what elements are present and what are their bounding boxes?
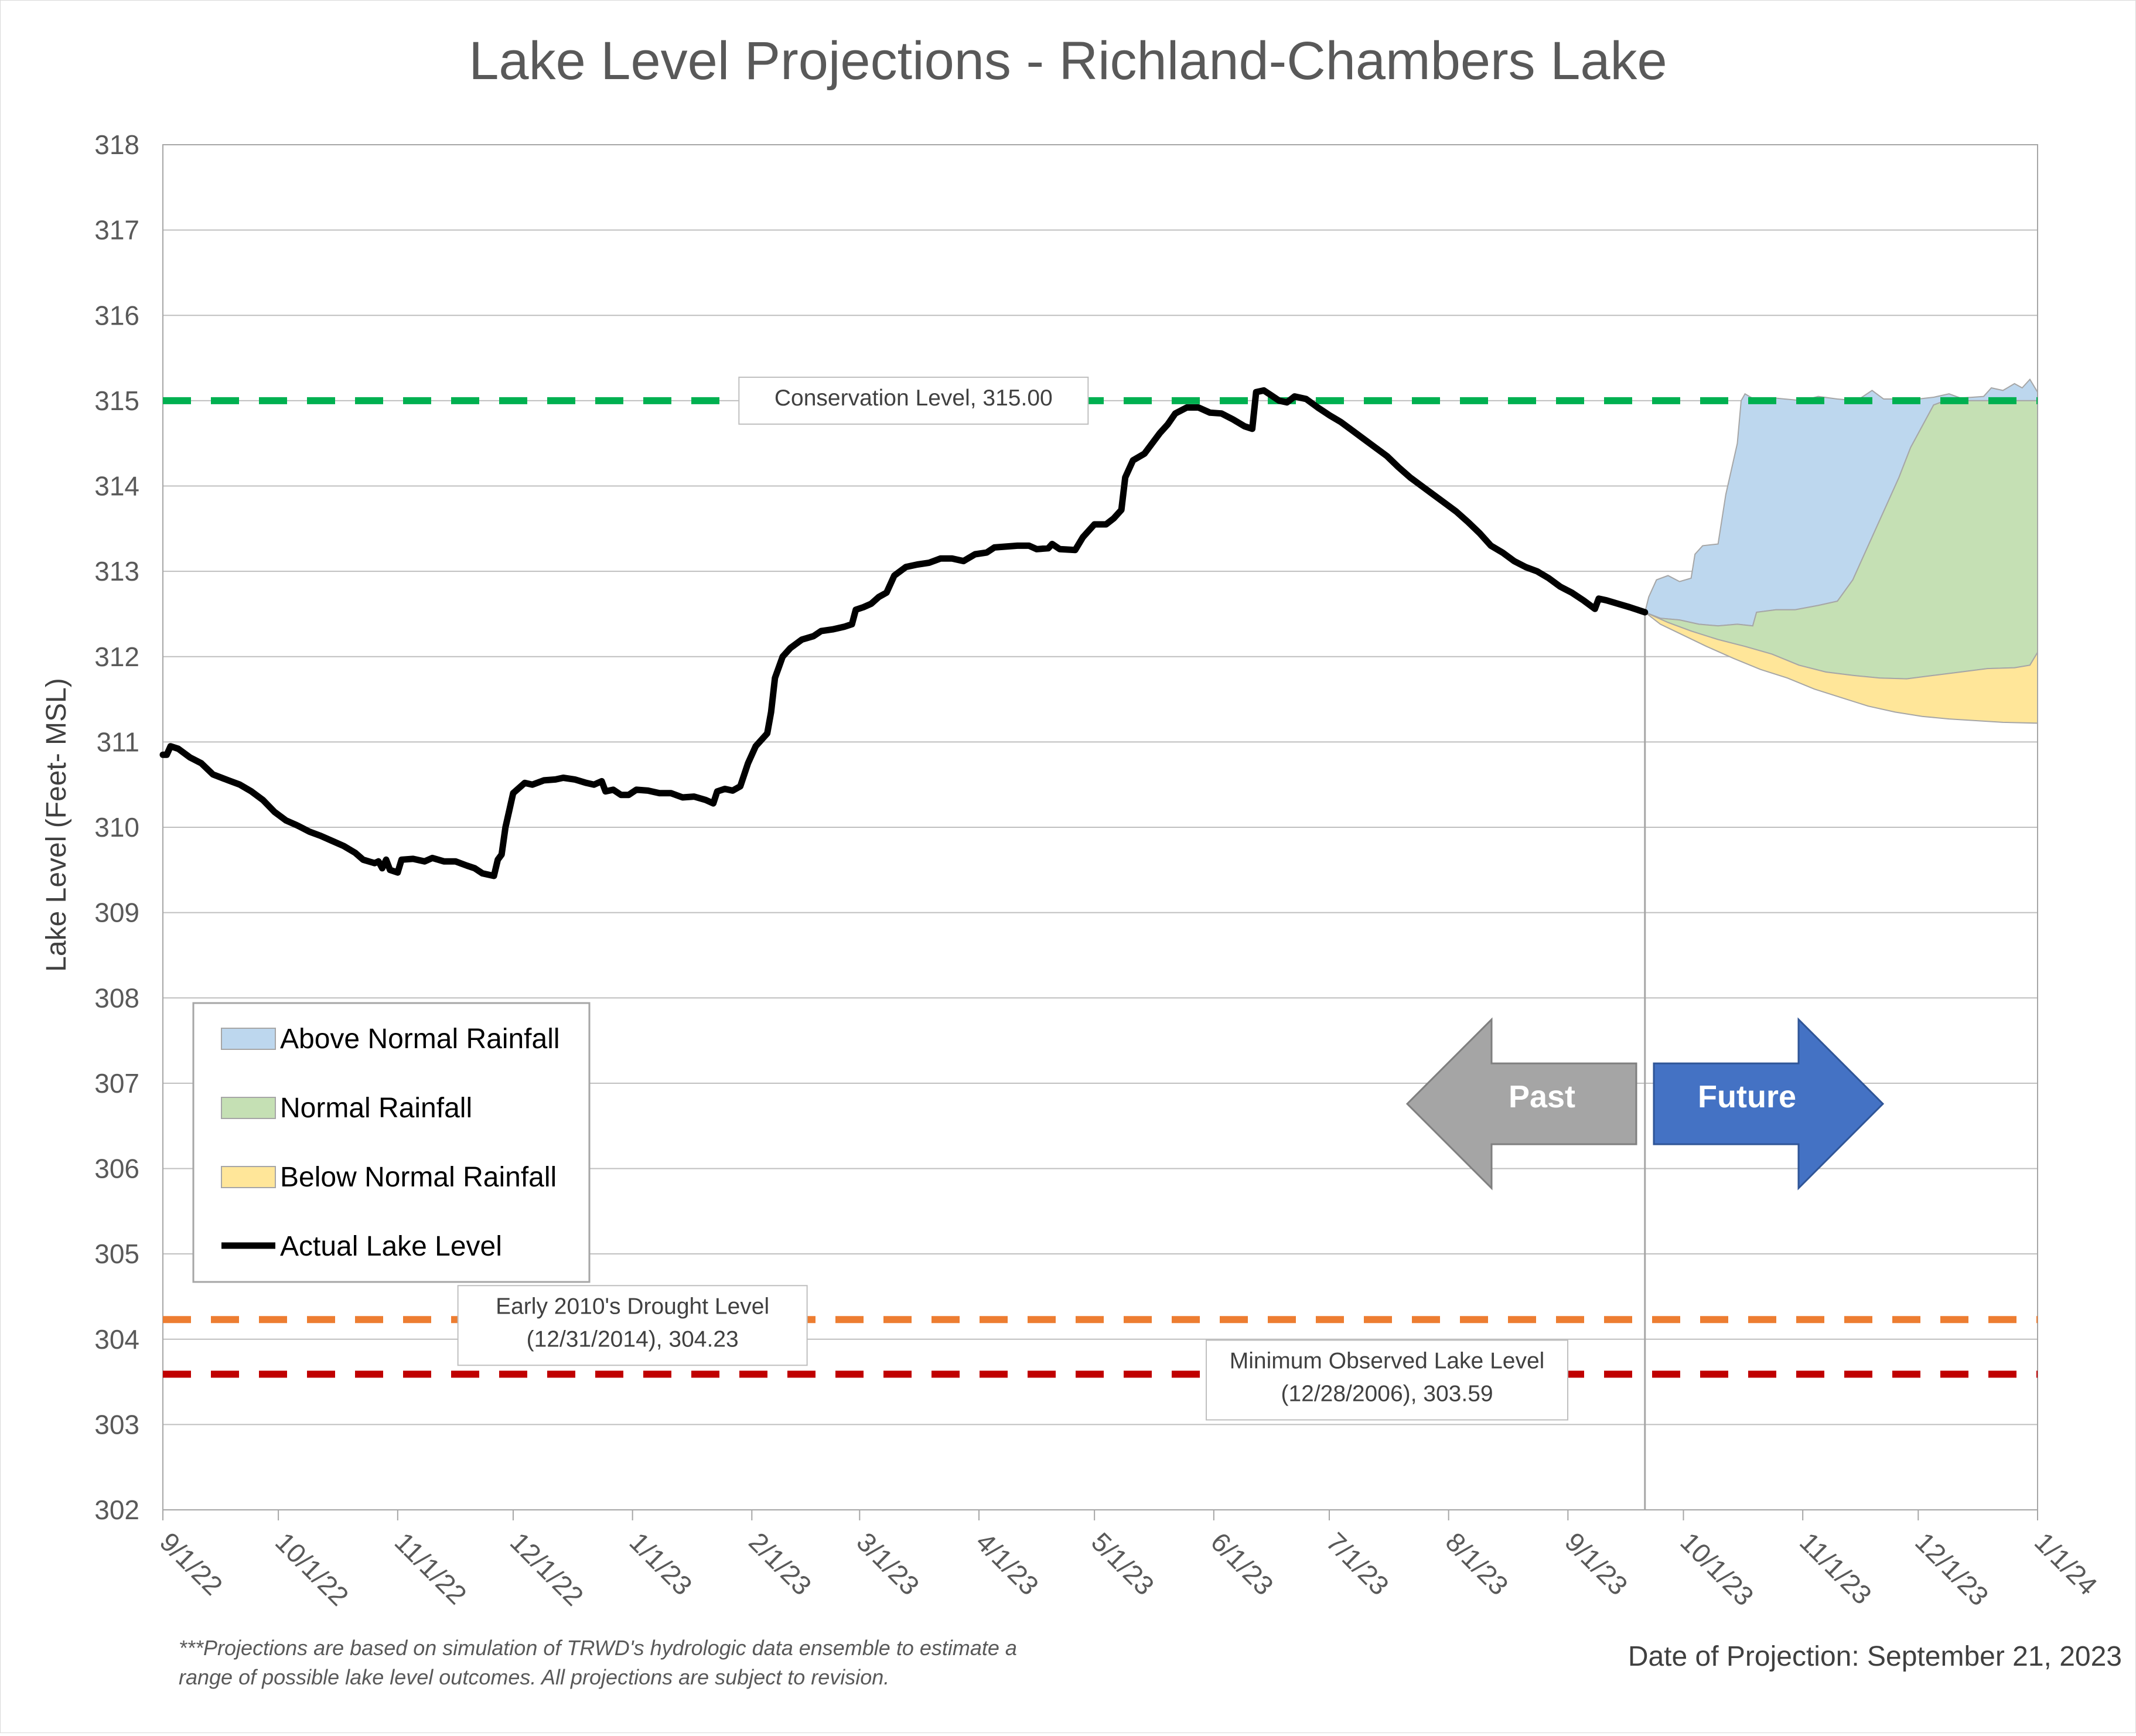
past-arrow-label: Past xyxy=(1509,1079,1575,1114)
legend-label-normal-rainfall: Normal Rainfall xyxy=(280,1093,472,1124)
chart-title: Lake Level Projections - Richland-Chambe… xyxy=(469,31,1667,91)
legend-label-above-normal-rainfall: Above Normal Rainfall xyxy=(280,1024,560,1055)
y-tick-label: 318 xyxy=(94,129,139,160)
y-tick-label: 302 xyxy=(94,1495,139,1525)
projection-areas xyxy=(1644,378,2038,1510)
past-arrow xyxy=(1405,1017,1637,1191)
minimum-observed-lake-level-callout-box xyxy=(1206,1339,1569,1421)
conservation-level-callout-box xyxy=(738,376,1089,425)
y-tick-label: 309 xyxy=(94,898,139,928)
early-2010-s-drought-level-callout-text: (12/31/2014), 304.23 xyxy=(527,1326,739,1352)
y-tick-label: 313 xyxy=(94,556,139,586)
y-axis-label: Lake Level (Feet- MSL) xyxy=(41,678,72,972)
y-tick-label: 305 xyxy=(94,1239,139,1269)
reference-callouts: Conservation Level, 315.00 Early 2010's D… xyxy=(457,376,1569,1421)
actual-lake-level-line xyxy=(159,387,1649,879)
early-2010-s-drought-level-callout-box xyxy=(457,1285,808,1366)
y-tick-label: 304 xyxy=(94,1324,139,1355)
past-future-arrows: Past Future xyxy=(1405,1017,1885,1191)
y-tick-label: 303 xyxy=(94,1409,139,1440)
projection-date-label: Date of Projection: September 21, 2023 xyxy=(1628,1641,2122,1672)
y-tick-label: 308 xyxy=(94,983,139,1013)
y-tick-label: 314 xyxy=(94,471,139,502)
y-tick-label: 306 xyxy=(94,1154,139,1184)
future-arrow xyxy=(1653,1017,1885,1191)
legend: Above Normal Rainfall Normal Rainfall Belo… xyxy=(192,1002,591,1283)
conservation-level-callout-text: Conservation Level, 315.00 xyxy=(774,386,1053,411)
y-tick-label: 311 xyxy=(97,727,139,757)
legend-swatch-normal-rainfall xyxy=(221,1097,276,1119)
early-2010-s-drought-level-callout-text: Early 2010's Drought Level xyxy=(496,1294,769,1319)
y-tick-label: 312 xyxy=(94,642,139,672)
minimum-observed-lake-level-callout-text: Minimum Observed Lake Level xyxy=(1230,1348,1545,1373)
legend-label-actual-lake-level: Actual Lake Level xyxy=(280,1231,502,1262)
y-tick-label: 317 xyxy=(94,215,139,245)
legend-label-below-normal-rainfall: Below Normal Rainfall xyxy=(280,1162,557,1193)
footnote-line-2: range of possible lake level outcomes. A… xyxy=(179,1665,889,1689)
below-normal-rainfall-area xyxy=(1644,612,2038,724)
future-arrow-label: Future xyxy=(1698,1079,1796,1114)
y-tick-label: 315 xyxy=(94,386,139,416)
legend-swatch-above-normal-rainfall xyxy=(221,1028,276,1050)
footnote-line-1: ***Projections are based on simulation o… xyxy=(179,1636,1017,1660)
y-tick-label: 307 xyxy=(94,1068,139,1099)
legend-swatch-below-normal-rainfall xyxy=(221,1166,276,1188)
y-tick-label: 310 xyxy=(94,812,139,843)
y-tick-label: 316 xyxy=(94,300,139,330)
plot-area-border xyxy=(162,144,2038,1510)
actual-lake-level-series xyxy=(159,387,1649,879)
minimum-observed-lake-level-callout-text: (12/28/2006), 303.59 xyxy=(1281,1381,1493,1406)
